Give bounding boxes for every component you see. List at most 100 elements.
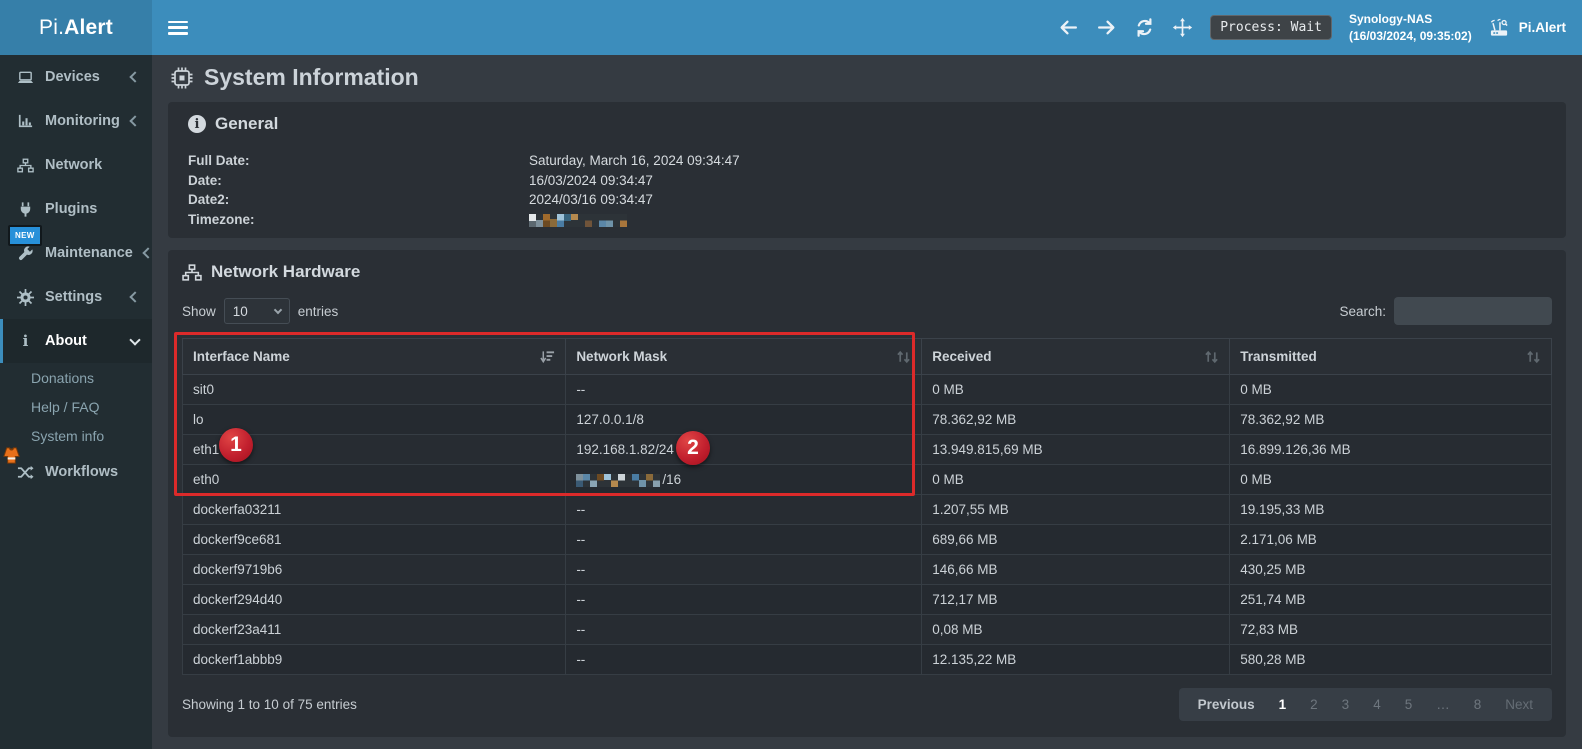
navbar-brand-right[interactable]: Pi.Alert (1489, 17, 1566, 38)
sidebar-item-label: Monitoring (45, 113, 120, 129)
shuffle-icon (17, 465, 34, 479)
sidebar-item-plugins[interactable]: Plugins (0, 187, 152, 231)
brand-logo[interactable]: Pi. Alert (0, 0, 152, 55)
header-label: Transmitted (1240, 349, 1317, 364)
sidebar-item-label: Settings (45, 289, 103, 305)
page-size-value: 10 (232, 303, 248, 319)
sidebar-item-settings[interactable]: Settings (0, 275, 152, 319)
sidebar-item-label: Maintenance (45, 245, 133, 261)
redacted-timezone-value (529, 210, 629, 230)
main-content: System Information i General Full Date: … (152, 55, 1582, 749)
cell-interface: sit0 (181, 374, 567, 405)
top-navbar: Pi. Alert Process: Wait Synology-NAS (16/… (0, 0, 1582, 55)
search-input[interactable] (1394, 297, 1552, 325)
info-icon: i (22, 332, 29, 350)
table-row: dockerf9ce681 -- 689,66 MB 2.171,06 MB (181, 524, 1552, 555)
about-submenu: Donations Help / FAQ System info (0, 363, 152, 450)
annotation-badge-2: 2 (676, 431, 710, 465)
move-icon[interactable] (1172, 17, 1193, 38)
page-length-control: Show 10 entries (182, 298, 338, 324)
sitemap-icon (182, 263, 202, 281)
submenu-item-help-faq[interactable]: Help / FAQ (31, 398, 100, 415)
general-panel-title: i General (188, 114, 1546, 134)
cell-received: 13.949.815,69 MB (921, 434, 1231, 465)
device-info: Synology-NAS (16/03/2024, 09:35:02) (1349, 11, 1472, 45)
search-control: Search: (1339, 297, 1552, 325)
pagination-ellipsis: … (1436, 697, 1450, 712)
new-badge: NEW (8, 225, 42, 246)
cell-interface: lo (181, 404, 567, 435)
cell-transmitted: 430,25 MB (1229, 554, 1552, 585)
cell-received: 712,17 MB (921, 584, 1231, 615)
sidebar-item-maintenance[interactable]: Maintenance (0, 231, 154, 275)
cell-transmitted: 19.195,33 MB (1229, 494, 1552, 525)
field-label: Date: (188, 172, 222, 188)
pagination-page-2[interactable]: 2 (1310, 697, 1318, 712)
general-panel: i General Full Date: Saturday, March 16,… (168, 102, 1566, 238)
forward-arrow-icon[interactable] (1096, 17, 1117, 38)
general-row-full-date: Full Date: Saturday, March 16, 2024 09:3… (188, 151, 1546, 171)
general-row-date: Date: 16/03/2024 09:34:47 (188, 171, 1546, 191)
page-size-select[interactable]: 10 (223, 298, 290, 324)
header-network-mask[interactable]: Network Mask (565, 338, 923, 375)
pixelated-redaction (576, 474, 661, 487)
cell-transmitted: 2.171,06 MB (1229, 524, 1552, 555)
submenu-item-system-info[interactable]: System info (31, 427, 105, 444)
cell-received: 0 MB (921, 374, 1231, 405)
header-label: Interface Name (193, 349, 290, 364)
sidebar-item-network[interactable]: Network (0, 143, 152, 187)
network-hardware-title-text: Network Hardware (211, 262, 361, 281)
plug-icon (20, 201, 31, 217)
router-icon (1490, 18, 1508, 36)
show-label: Show (182, 303, 216, 319)
cell-mask-redacted: /16 (565, 464, 923, 495)
device-timestamp: (16/03/2024, 09:35:02) (1348, 28, 1472, 43)
pagination-next-button[interactable]: Next (1505, 697, 1533, 712)
pagination-page-1[interactable]: 1 (1278, 697, 1287, 712)
header-transmitted[interactable]: Transmitted (1229, 338, 1552, 375)
chip-icon (171, 67, 193, 88)
network-hardware-title: Network Hardware (182, 262, 1552, 282)
submenu-item-donations[interactable]: Donations (31, 369, 95, 386)
cell-interface: dockerfa03211 (181, 494, 567, 525)
cell-mask: -- (565, 554, 923, 585)
back-arrow-icon[interactable] (1058, 17, 1079, 38)
sidebar-item-about[interactable]: i About (0, 319, 152, 363)
sidebar-item-monitoring[interactable]: Monitoring (0, 99, 152, 143)
pagination-page-4[interactable]: 4 (1373, 697, 1381, 712)
sort-icon (897, 350, 910, 363)
cell-received: 689,66 MB (921, 524, 1231, 555)
cell-transmitted: 580,28 MB (1229, 644, 1552, 675)
hamburger-icon[interactable] (168, 20, 188, 35)
pagination-page-8[interactable]: 8 (1473, 697, 1482, 712)
pagination-page-3[interactable]: 3 (1341, 697, 1350, 712)
table-row: lo 127.0.0.1/8 78.362,92 MB 78.362,92 MB (181, 404, 1552, 435)
cell-mask: -- (565, 524, 923, 555)
sidebar-item-workflows[interactable]: Workflows (0, 450, 152, 494)
refresh-icon[interactable] (1134, 17, 1155, 38)
cell-transmitted: 0 MB (1229, 374, 1552, 405)
cell-mask: 127.0.0.1/8 (565, 404, 923, 435)
header-interface-name[interactable]: Interface Name (181, 338, 567, 375)
table-row: dockerfa03211 -- 1.207,55 MB 19.195,33 MB (181, 494, 1552, 525)
cell-mask: -- (565, 584, 923, 615)
cell-interface: dockerf1abbb9 (181, 644, 567, 675)
brand-prefix: Pi. (39, 15, 65, 39)
cell-mask: -- (565, 644, 923, 675)
interfaces-table-wrap: Interface Name Network Mask Received Tra… (174, 332, 1552, 675)
chevron-down-icon (129, 333, 141, 346)
header-received[interactable]: Received (921, 338, 1231, 375)
table-row: eth0/16 0 MB 0 MB (181, 464, 1552, 495)
cell-transmitted: 16.899.126,36 MB (1229, 434, 1552, 465)
chevron-left-icon (129, 291, 141, 303)
sidebar-item-label: Devices (45, 69, 100, 85)
general-title-text: General (215, 114, 279, 133)
general-row-date2: Date2: 2024/03/16 09:34:47 (188, 190, 1546, 210)
sidebar-item-devices[interactable]: Devices (0, 55, 152, 99)
table-row: dockerf294d40 -- 712,17 MB 251,74 MB (181, 584, 1552, 615)
table-footer: Showing 1 to 10 of 75 entries Previous 1… (182, 688, 1552, 721)
pagination-previous-button[interactable]: Previous (1197, 697, 1255, 712)
cell-mask: -- (565, 614, 923, 645)
field-value: Saturday, March 16, 2024 09:34:47 (529, 153, 740, 168)
pagination-page-5[interactable]: 5 (1404, 697, 1413, 712)
